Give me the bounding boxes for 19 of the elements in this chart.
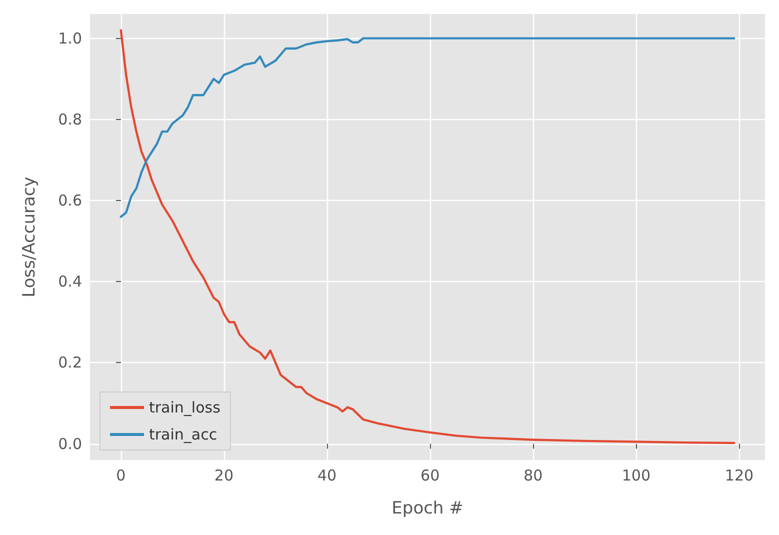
y-tick-label: 1.0 [58, 29, 82, 48]
legend-label: train_loss [149, 398, 221, 416]
y-tick-label: 0.6 [58, 192, 82, 210]
line-series [120, 29, 736, 444]
y-tick-label: 0.2 [58, 354, 82, 372]
x-tick-label: 20 [214, 466, 234, 484]
y-tick-label: 0.0 [58, 434, 82, 453]
x-tick-label: 120 [724, 466, 754, 484]
y-tick-label: 0.8 [58, 110, 82, 128]
x-tick-label: 0 [116, 466, 126, 484]
line-series [120, 37, 736, 218]
x-tick-label: 100 [622, 466, 651, 484]
x-tick-label: 40 [317, 466, 337, 484]
x-tick-label: 60 [420, 466, 440, 484]
legend-label: train_acc [149, 426, 218, 444]
x-tick-label: 80 [524, 466, 543, 484]
x-axis-title: Epoch # [392, 498, 464, 518]
y-tick-label: 0.4 [58, 272, 82, 291]
y-axis-title: Loss/Accuracy [20, 176, 40, 298]
